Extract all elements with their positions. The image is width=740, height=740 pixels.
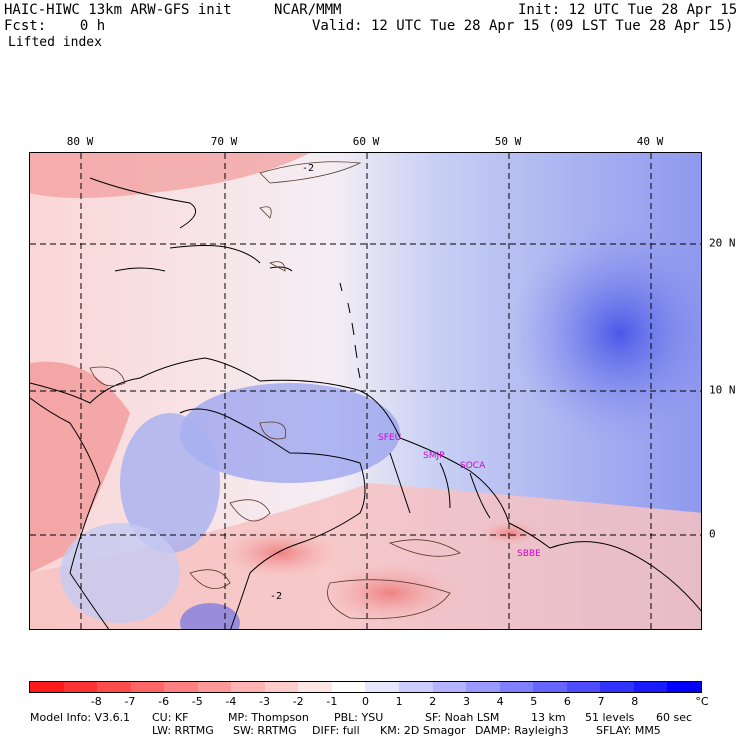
init-time: Init: 12 UTC Tue 28 Apr 15 (518, 2, 738, 18)
footer-diff: DIFF: full (312, 724, 360, 737)
colorbar-tick-label: 2 (429, 695, 437, 708)
north-negative-region (30, 153, 310, 198)
colorbar-swatch (164, 682, 198, 692)
colorbar-tick-label: -5 (191, 695, 203, 708)
colorbar-tick-label: 5 (530, 695, 538, 708)
colorbar-tick-label: 4 (496, 695, 504, 708)
colorbar-tick-label: 3 (462, 695, 470, 708)
footer-levels: 51 levels (585, 711, 635, 724)
footer-sf: SF: Noah LSM (425, 711, 500, 724)
field-name: Lifted index (8, 35, 102, 50)
colorbar (29, 681, 702, 693)
footer-sflay: SFLAY: MM5 (596, 724, 661, 737)
forecast-hour: Fcst: 0 h (4, 18, 106, 34)
colorbar-tick-label: 1 (395, 695, 403, 708)
footer-model-info: Model Info: V3.6.1 (30, 711, 131, 724)
colorbar-swatch (130, 682, 165, 692)
footer-pbl: PBL: YSU (334, 711, 384, 724)
colorbar-swatch (667, 682, 701, 692)
lesser-antilles (339, 282, 361, 379)
colorbar-swatch (30, 682, 64, 692)
lat-label-20n: 20 N (709, 236, 736, 250)
colorbar-tick-label: 8 (631, 695, 639, 708)
lon-label-70w: 70 W (210, 135, 238, 148)
colorbar-swatch (298, 682, 332, 692)
contour-label-south: -2 (270, 591, 283, 602)
org-label: NCAR/MMM (274, 2, 342, 18)
site-soca: SOCA (460, 461, 486, 471)
site-sfeu: SFEU (378, 433, 402, 443)
atlantic-positive-core (510, 223, 701, 443)
colorbar-tick-label: -7 (124, 695, 136, 708)
colorbar-swatch (365, 682, 400, 692)
coastlines (30, 177, 701, 629)
colorbar-tick-label: 6 (563, 695, 571, 708)
site-smjp: SMJP (423, 451, 445, 461)
lon-label-60w: 60 W (352, 135, 380, 148)
colorbar-swatch (566, 682, 601, 692)
inland-negative-blob (220, 528, 340, 578)
colorbar-swatch (63, 682, 98, 692)
footer-damp: DAMP: Rayleigh3 (475, 724, 569, 737)
lifted-index-map: -2 -2 SFEU SMJP SOCA SBBE (29, 152, 702, 630)
peru-positive-blob (180, 603, 240, 629)
colorbar-swatch (633, 682, 668, 692)
colorbar-swatch (533, 682, 567, 692)
colorbar-swatch (264, 682, 299, 692)
colorbar-tick-label: -1 (326, 695, 338, 708)
footer-km: KM: 2D Smagor (380, 724, 466, 737)
lat-label-eq: 0 (709, 527, 716, 541)
amazon-negative-blob (320, 563, 460, 623)
colorbar-unit: °C (695, 695, 709, 708)
colorbar-tick-label: -4 (225, 695, 237, 708)
colorbar-swatch (499, 682, 534, 692)
colorbar-swatch (432, 682, 467, 692)
colorbar-tick-label: -6 (158, 695, 170, 708)
colorbar-tick-label: -3 (259, 695, 271, 708)
footer-lw: LW: RRTMG (152, 724, 214, 737)
colorbar-swatch (600, 682, 634, 692)
colorbar-swatch (399, 682, 433, 692)
lon-label-50w: 50 W (494, 135, 522, 148)
colorbar-swatch (231, 682, 265, 692)
site-sbbe: SBBE (517, 549, 541, 559)
valid-time: Valid: 12 UTC Tue 28 Apr 15 (09 LST Tue … (312, 18, 734, 34)
lon-label-80w: 80 W (66, 135, 94, 148)
lon-label-40w: 40 W (636, 135, 664, 148)
contours (89, 161, 461, 620)
venezuela-positive-region (180, 383, 400, 483)
colorbar-tick-label: -8 (90, 695, 102, 708)
coastal-negative-blob (480, 521, 540, 545)
footer-resolution: 13 km (531, 711, 566, 724)
footer-mp: MP: Thompson (228, 711, 309, 724)
colorbar-tick-label: 7 (597, 695, 605, 708)
colorbar-swatch (197, 682, 232, 692)
colorbar-tick-label: 0 (362, 695, 369, 708)
footer-sw: SW: RRTMG (233, 724, 297, 737)
footer-timestep: 60 sec (656, 711, 693, 724)
lat-lon-grid (30, 153, 701, 629)
lat-label-10n: 10 N (709, 383, 736, 397)
colorbar-swatch (331, 682, 366, 692)
contour-label-north: -2 (302, 163, 315, 174)
footer-cu: CU: KF (152, 711, 189, 724)
colorbar-swatch (97, 682, 131, 692)
colombia-positive-region (120, 413, 220, 553)
colorbar-swatch (466, 682, 500, 692)
model-title: HAIC-HIWC 13km ARW-GFS init (4, 2, 232, 18)
south-negative-region (30, 483, 701, 629)
colorbar-tick-label: -2 (292, 695, 304, 708)
ecuador-positive-region (60, 523, 180, 623)
